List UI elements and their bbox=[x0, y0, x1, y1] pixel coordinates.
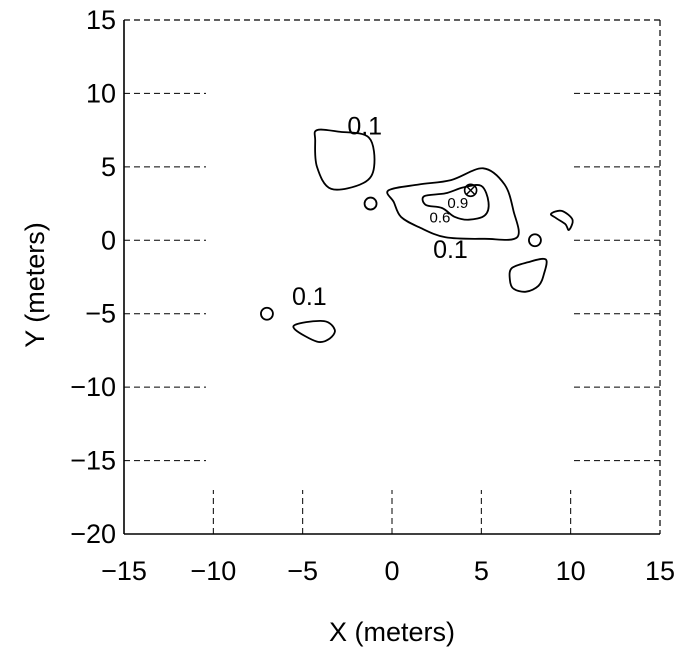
plot-frame bbox=[123, 19, 661, 535]
x-tick-label: 5 bbox=[474, 556, 489, 586]
x-tick-label: −15 bbox=[101, 556, 147, 586]
contour-0-1 bbox=[292, 319, 336, 343]
x-tick-label: 0 bbox=[384, 556, 399, 586]
contour-labels: 0.1 0.1 0.60.9 0.1 bbox=[292, 113, 468, 311]
x-tick-label: −10 bbox=[190, 556, 236, 586]
y-tick-label: 5 bbox=[101, 152, 116, 182]
contour-0-6 bbox=[421, 184, 490, 221]
source-circle bbox=[260, 306, 274, 321]
contour-0-1 bbox=[386, 167, 520, 241]
tick-labels: −15 −10 −5 0 5 10 15 −20 −15 −10 −5 0 5 10 15 bbox=[70, 5, 674, 586]
y-tick-label: −10 bbox=[70, 372, 116, 402]
contour-unlabeled bbox=[549, 209, 574, 231]
contour-unlabeled bbox=[508, 257, 548, 293]
y-axis-title: Y (meters) bbox=[20, 222, 50, 348]
y-tick-label: −20 bbox=[70, 519, 116, 549]
grid-layer bbox=[124, 92, 660, 534]
crossed-circle-marker bbox=[463, 183, 478, 198]
y-tick-label: 0 bbox=[101, 225, 116, 255]
x-tick-label: −5 bbox=[287, 556, 318, 586]
x-axis-title: X (meters) bbox=[329, 617, 455, 647]
marker-cross-b bbox=[465, 185, 476, 196]
contour-layer bbox=[292, 128, 574, 343]
contour-label-0-6: 0.6 bbox=[430, 210, 451, 227]
contour-label-0-1: 0.1 bbox=[433, 236, 468, 264]
y-tick-label: −15 bbox=[70, 446, 116, 476]
source-circle bbox=[528, 233, 542, 248]
y-tick-label: 15 bbox=[86, 5, 116, 35]
y-tick-label: 10 bbox=[86, 78, 116, 108]
y-tick-label: −5 bbox=[85, 299, 116, 329]
contour-label-0-1: 0.1 bbox=[347, 113, 382, 141]
contour-0-1 bbox=[313, 128, 376, 191]
contour-label-0-1: 0.1 bbox=[292, 283, 327, 311]
contour-label-0-9: 0.9 bbox=[447, 195, 468, 212]
x-tick-label: 10 bbox=[556, 556, 586, 586]
source-circle bbox=[363, 196, 378, 211]
marker-layer bbox=[260, 183, 542, 321]
x-tick-label: 15 bbox=[645, 556, 674, 586]
